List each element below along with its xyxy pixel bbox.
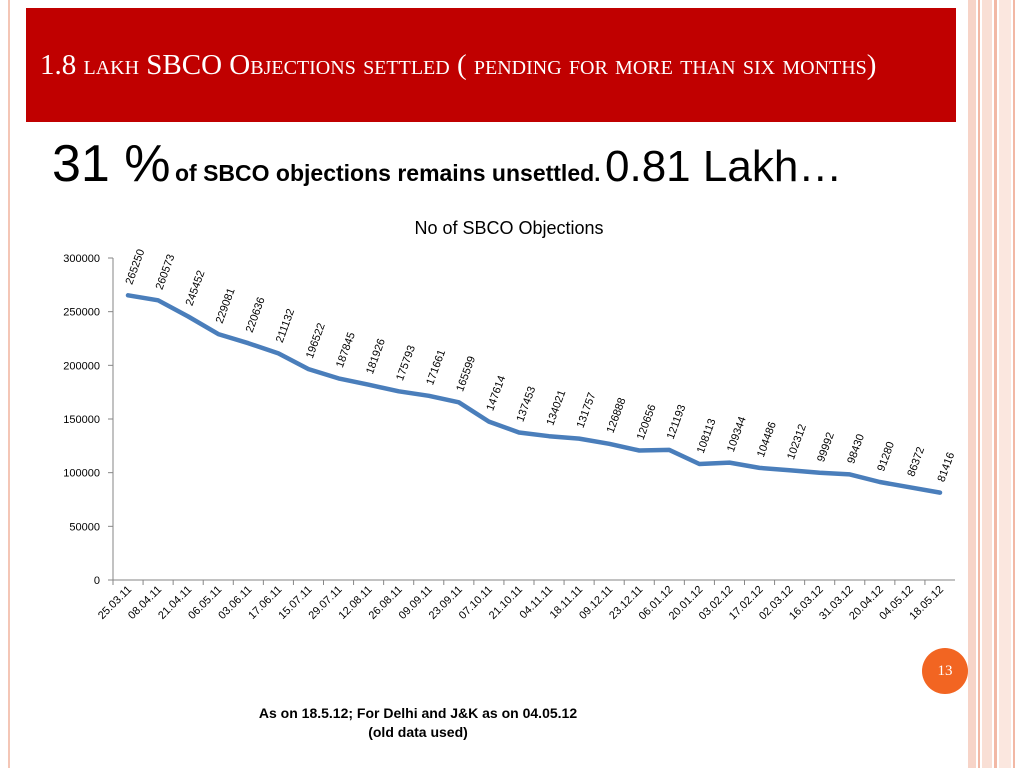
data-label: 245452 [184,269,208,308]
y-tick-label: 200000 [63,360,100,372]
data-label: 229081 [214,287,238,326]
y-tick-group: 0 50000 100000 150000 200000 250000 300000 [63,253,113,587]
data-label: 181926 [364,337,388,376]
series-line [125,293,943,495]
data-label: 86372 [905,445,927,478]
left-border-line [8,0,10,768]
data-label: 126888 [605,396,629,435]
data-label: 260573 [154,253,178,292]
slide-title: 1.8 lakh SBCO Objections settled ( pendi… [40,49,877,81]
headline: 31 % of SBCO objections remains unsettle… [52,134,842,194]
data-label: 134021 [545,389,569,428]
data-label: 171661 [424,348,448,387]
data-label: 265250 [124,248,148,287]
y-tick-label: 100000 [63,468,100,480]
data-label: 137453 [515,385,539,424]
page-number-badge: 13 [922,648,968,694]
y-tick-label: 250000 [63,307,100,319]
data-label: 81416 [936,451,958,484]
decorative-stripes [968,0,1024,768]
data-label: 108113 [695,417,719,455]
footnote: As on 18.5.12; For Delhi and J&K as on 0… [200,704,636,742]
y-tick-label: 300000 [63,253,100,265]
data-label: 187845 [334,331,358,370]
data-label: 131757 [575,391,599,430]
footnote-line-1: As on 18.5.12; For Delhi and J&K as on 0… [258,705,578,721]
title-banner: 1.8 lakh SBCO Objections settled ( pendi… [26,8,956,122]
data-label: 109344 [725,415,749,454]
headline-lakh: 0.81 Lakh… [605,142,843,191]
data-label: 102312 [785,423,809,462]
x-tick-label: 21.10.11 [487,584,525,622]
chart-title: No of SBCO Objections [414,218,603,238]
y-tick-label: 150000 [63,414,100,426]
data-label: 220636 [244,296,268,335]
page-number: 13 [937,662,953,679]
data-label: 147614 [484,374,508,413]
data-label: 121193 [665,403,689,441]
data-label: 211132 [274,307,297,344]
data-label-group: 265250 260573 245452 229081 220636 211132 1965… [124,248,958,484]
data-label: 196522 [304,321,328,360]
y-tick-label: 0 [94,575,100,587]
x-tick-group: 25.03.1108.04.1121.04.1106.05.1103.06.11… [96,580,946,622]
data-label: 120656 [635,403,659,442]
footnote-line-2: (old data used) [368,724,468,740]
y-tick-label: 50000 [69,521,100,533]
data-label: 99992 [815,431,837,464]
data-label: 91280 [875,440,897,473]
headline-text: of SBCO objections remains unsettled. [174,160,601,186]
data-label: 104486 [755,420,779,459]
data-label: 175793 [394,344,418,383]
data-label: 98430 [845,433,867,466]
data-label: 165599 [454,355,478,394]
headline-percent: 31 % [52,135,171,193]
